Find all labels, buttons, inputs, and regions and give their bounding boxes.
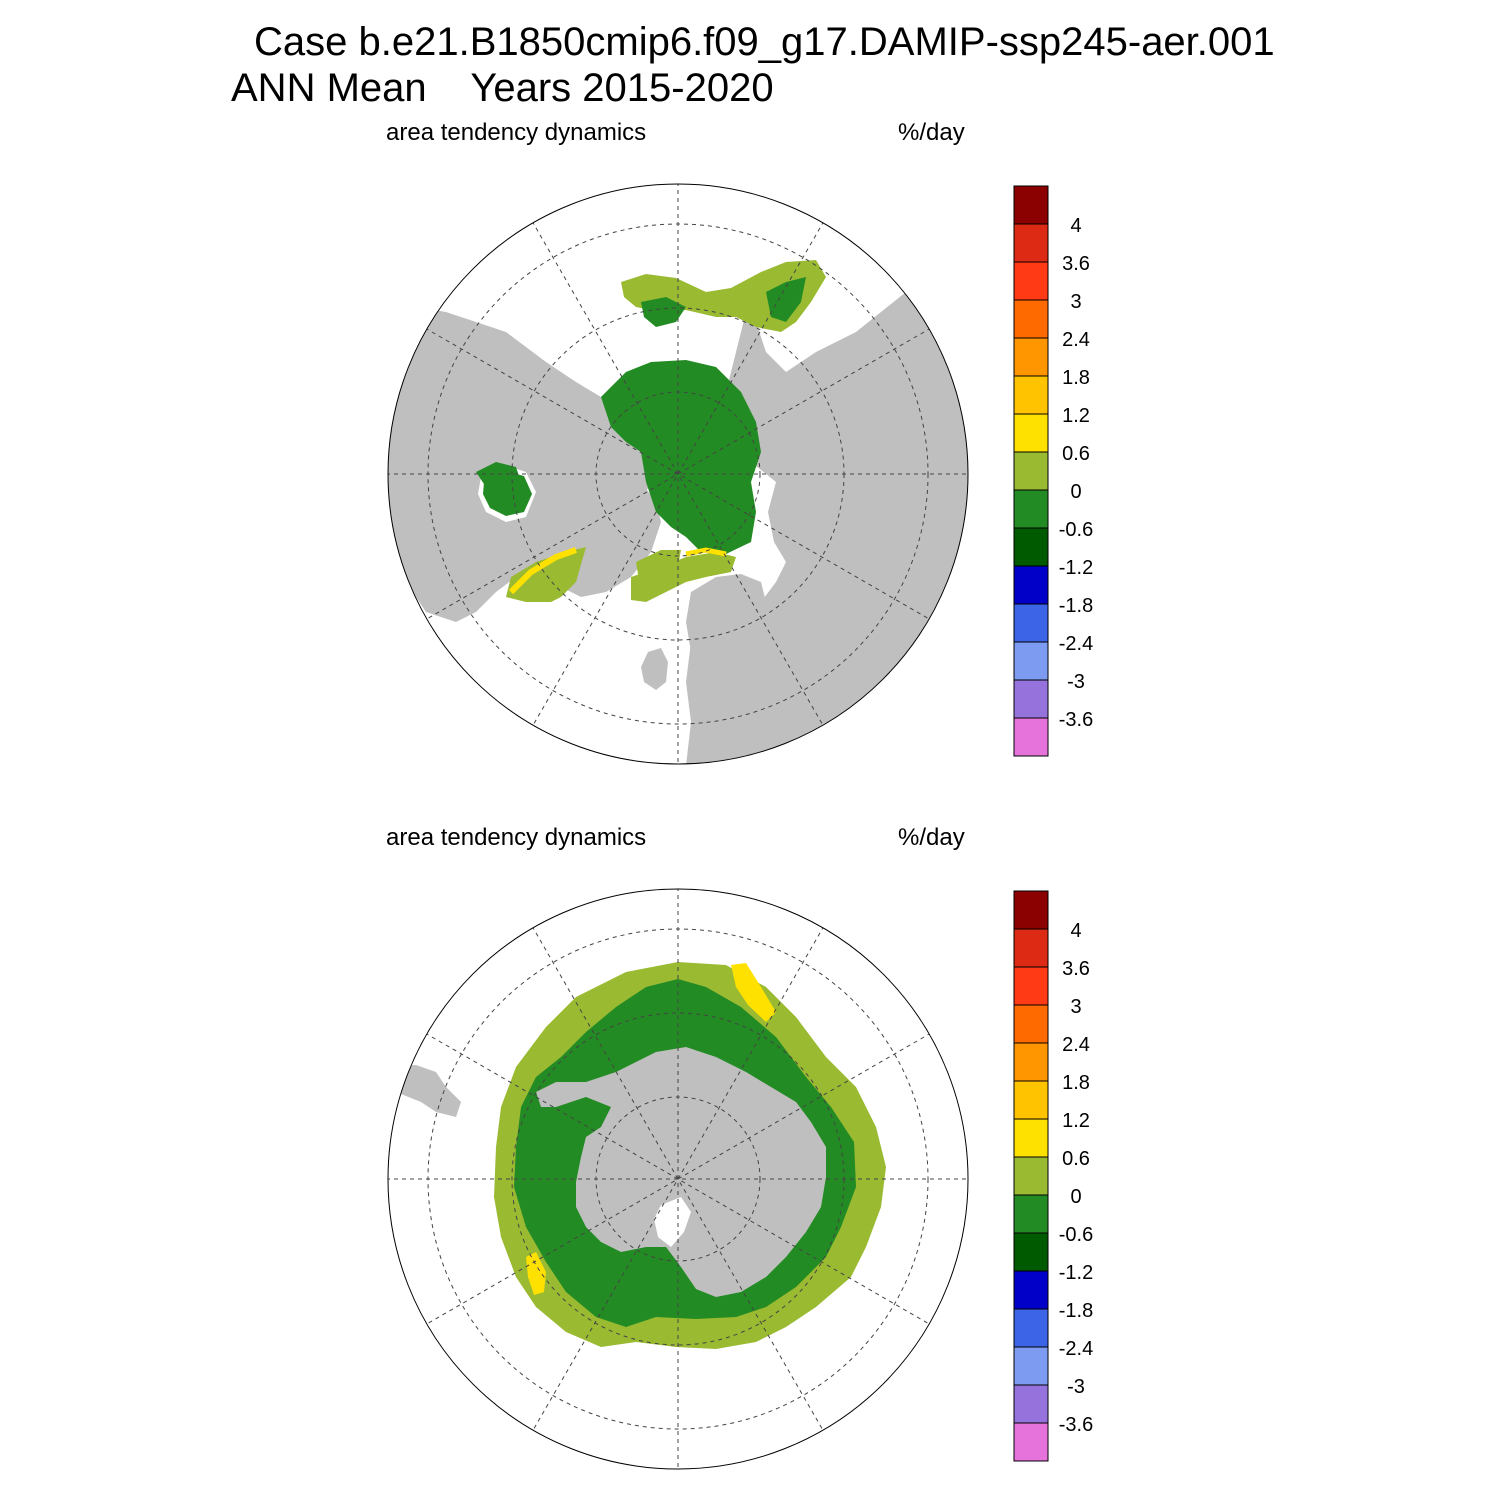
north-colorbar-label: -1.2 bbox=[1059, 557, 1093, 579]
north-colorbar: 4 3.6 3 2.4 1.8 1.2 0.6 0 -0.6 -1.2 -1.8 -2.4 -3 -3.6 bbox=[1013, 185, 1093, 757]
north-colorbar-box bbox=[1013, 527, 1049, 567]
south-colorbar: 4 3.6 3 2.4 1.8 1.2 0.6 0 -0.6 -1.2 -1.8 -2.4 -3 -3.6 bbox=[1013, 890, 1093, 1462]
south-ross-sea bbox=[654, 1197, 691, 1247]
north-atlantic-ice bbox=[506, 547, 586, 602]
north-colorbar-label: 1.8 bbox=[1062, 367, 1090, 389]
north-land-eurasia bbox=[686, 272, 968, 764]
south-colorbar-label: 3.6 bbox=[1062, 958, 1090, 980]
south-colorbar-label: -2.4 bbox=[1059, 1338, 1093, 1360]
south-colorbar-box bbox=[1013, 1422, 1049, 1462]
south-colorbar-box bbox=[1013, 966, 1049, 1006]
north-colorbar-box bbox=[1013, 451, 1049, 491]
north-colorbar-label: -3 bbox=[1067, 671, 1085, 693]
north-colorbar-label: -0.6 bbox=[1059, 519, 1093, 541]
north-colorbar-box bbox=[1013, 185, 1049, 225]
south-colorbar-box bbox=[1013, 1308, 1049, 1348]
south-colorbar-box bbox=[1013, 1118, 1049, 1158]
north-colorbar-box bbox=[1013, 375, 1049, 415]
south-colorbar-box bbox=[1013, 1194, 1049, 1234]
south-colorbar-box bbox=[1013, 1232, 1049, 1272]
south-colorbar-label: 4 bbox=[1070, 920, 1081, 942]
north-colorbar-label: 2.4 bbox=[1062, 329, 1090, 351]
south-colorbar-box bbox=[1013, 1004, 1049, 1044]
north-variable-label: area tendency dynamics bbox=[386, 119, 647, 146]
period-title: ANN Mean Years 2015-2020 bbox=[231, 68, 774, 108]
north-colorbar-label: -1.8 bbox=[1059, 595, 1093, 617]
north-land-britain bbox=[641, 648, 668, 690]
case-title: Case b.e21.B1850cmip6.f09_g17.DAMIP-ssp2… bbox=[254, 20, 1275, 64]
north-polar-map bbox=[387, 183, 969, 765]
north-colorbar-label: 3.6 bbox=[1062, 253, 1090, 275]
south-land-antarctica bbox=[536, 1047, 826, 1297]
south-colorbar-box bbox=[1013, 1042, 1049, 1082]
south-colorbar-box bbox=[1013, 1080, 1049, 1120]
north-colorbar-box bbox=[1013, 261, 1049, 301]
south-colorbar-label: -0.6 bbox=[1059, 1224, 1093, 1246]
north-colorbar-label: 0 bbox=[1070, 481, 1081, 503]
years-label: Years 2015-2020 bbox=[470, 66, 774, 110]
north-colorbar-label: -3.6 bbox=[1059, 709, 1093, 731]
south-colorbar-box bbox=[1013, 890, 1049, 930]
north-colorbar-box bbox=[1013, 223, 1049, 263]
north-colorbar-box bbox=[1013, 299, 1049, 339]
north-barents-ice bbox=[636, 550, 681, 592]
south-polar-map bbox=[387, 888, 969, 1470]
north-colorbar-label: 1.2 bbox=[1062, 405, 1090, 427]
north-colorbar-box bbox=[1013, 489, 1049, 529]
south-units-label: %/day bbox=[898, 824, 965, 851]
north-land-greenland bbox=[556, 472, 661, 597]
north-colorbar-label: 3 bbox=[1070, 291, 1081, 313]
south-colorbar-label: 2.4 bbox=[1062, 1034, 1090, 1056]
south-colorbar-label: -1.8 bbox=[1059, 1300, 1093, 1322]
north-colorbar-box bbox=[1013, 679, 1049, 719]
period-label: ANN Mean bbox=[231, 66, 427, 110]
north-bering-dark bbox=[641, 297, 686, 327]
south-colorbar-label: -1.2 bbox=[1059, 1262, 1093, 1284]
south-colorbar-label: 1.8 bbox=[1062, 1072, 1090, 1094]
north-arctic-ice bbox=[601, 360, 761, 554]
north-colorbar-box bbox=[1013, 603, 1049, 643]
south-colorbar-label: -3 bbox=[1067, 1376, 1085, 1398]
north-colorbar-box bbox=[1013, 717, 1049, 757]
north-colorbar-label: 0.6 bbox=[1062, 443, 1090, 465]
south-yellow-1 bbox=[731, 963, 776, 1022]
north-colorbar-box bbox=[1013, 641, 1049, 681]
north-colorbar-box bbox=[1013, 565, 1049, 605]
south-colorbar-box bbox=[1013, 928, 1049, 968]
south-colorbar-box bbox=[1013, 1156, 1049, 1196]
south-colorbar-label: -3.6 bbox=[1059, 1414, 1093, 1436]
south-colorbar-box bbox=[1013, 1346, 1049, 1386]
north-ice-edge-yellow-2 bbox=[685, 547, 727, 557]
north-land-scandinavia bbox=[686, 574, 766, 662]
north-ice-edge-yellow bbox=[508, 547, 577, 595]
south-colorbar-label: 0.6 bbox=[1062, 1148, 1090, 1170]
north-units-label: %/day bbox=[898, 119, 965, 146]
south-colorbar-label: 1.2 bbox=[1062, 1110, 1090, 1132]
north-baffin-ice bbox=[476, 462, 521, 492]
north-colorbar-label: 4 bbox=[1070, 215, 1081, 237]
south-colorbar-label: 3 bbox=[1070, 996, 1081, 1018]
north-colorbar-box bbox=[1013, 337, 1049, 377]
north-okhotsk-dark bbox=[766, 277, 806, 322]
south-yellow-2 bbox=[526, 1252, 546, 1295]
south-variable-label: area tendency dynamics bbox=[386, 824, 647, 851]
north-colorbar-label: -2.4 bbox=[1059, 633, 1093, 655]
south-colorbar-label: 0 bbox=[1070, 1186, 1081, 1208]
south-colorbar-box bbox=[1013, 1270, 1049, 1310]
south-colorbar-box bbox=[1013, 1384, 1049, 1424]
north-colorbar-box bbox=[1013, 413, 1049, 453]
